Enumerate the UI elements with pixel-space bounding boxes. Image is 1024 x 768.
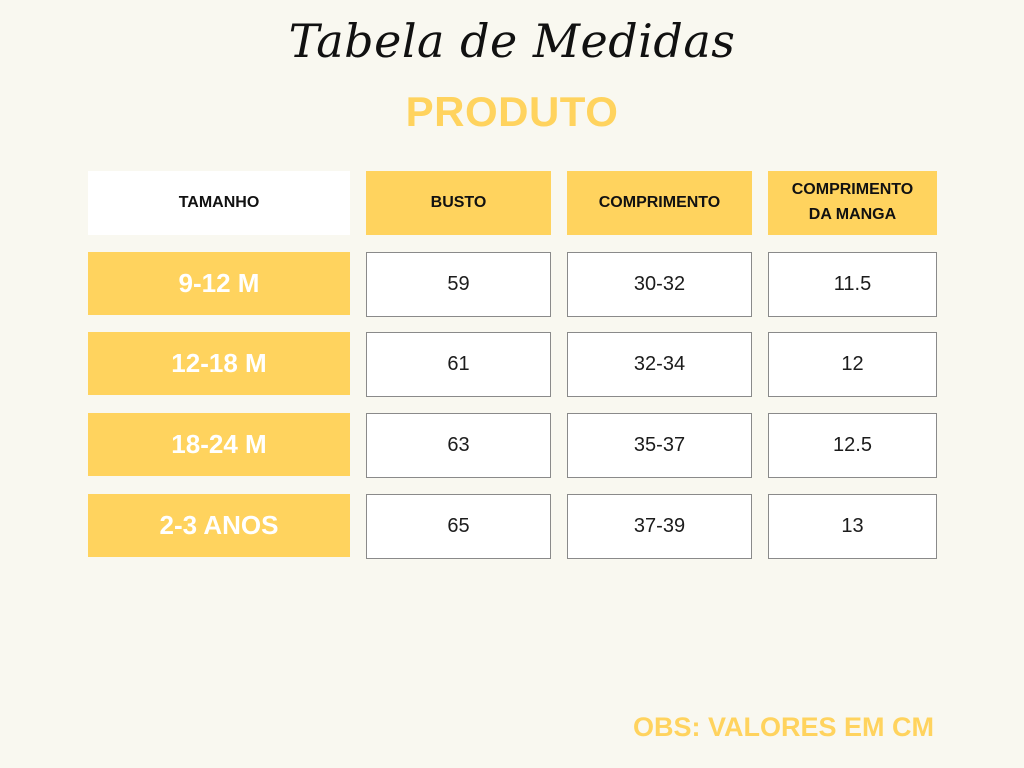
- manga-value: 11.5: [768, 252, 937, 317]
- units-note: OBS: VALORES EM CM: [632, 712, 934, 742]
- size-label: 9-12 M: [88, 252, 350, 315]
- page-subtitle: PRODUTO: [405, 88, 619, 135]
- busto-value: 59: [366, 252, 551, 317]
- busto-value: 63: [366, 413, 551, 478]
- page-title: Tabela de Medidas: [288, 14, 736, 68]
- header-tamanho: TAMANHO: [88, 171, 350, 235]
- manga-value: 12: [768, 332, 937, 397]
- comprimento-value: 37-39: [567, 494, 752, 559]
- comprimento-value: 30-32: [567, 252, 752, 317]
- header-comprimento-manga: COMPRIMENTO DA MANGA: [768, 171, 937, 235]
- comprimento-value: 32-34: [567, 332, 752, 397]
- comprimento-value: 35-37: [567, 413, 752, 478]
- busto-value: 65: [366, 494, 551, 559]
- size-label: 12-18 M: [88, 332, 350, 395]
- header-comprimento: COMPRIMENTO: [567, 171, 752, 235]
- header-busto: BUSTO: [366, 171, 551, 235]
- manga-value: 13: [768, 494, 937, 559]
- busto-value: 61: [366, 332, 551, 397]
- manga-value: 12.5: [768, 413, 937, 478]
- size-label: 18-24 M: [88, 413, 350, 476]
- size-label: 2-3 ANOS: [88, 494, 350, 557]
